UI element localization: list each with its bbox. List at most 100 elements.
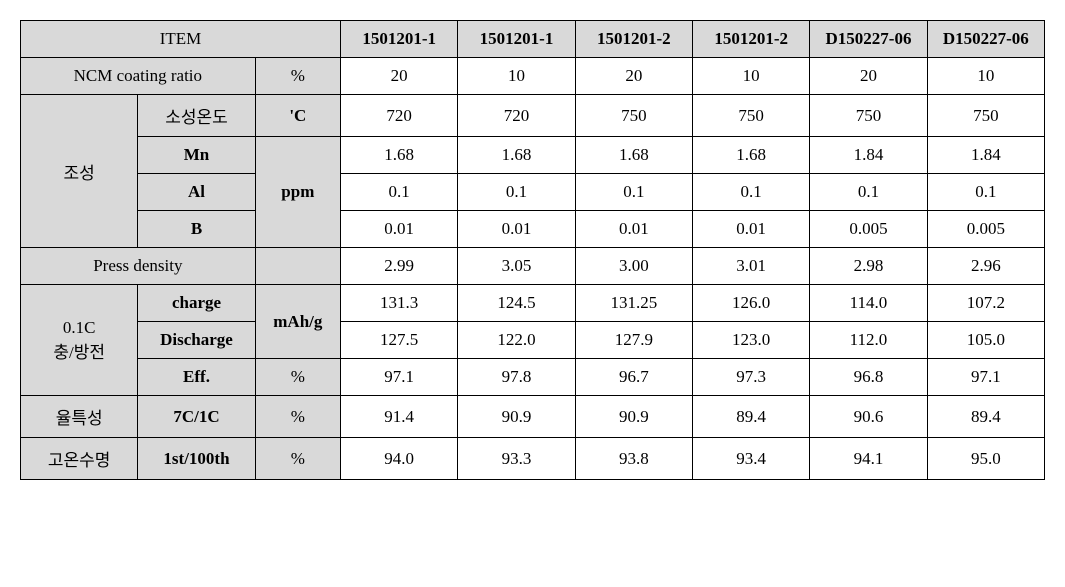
row-unit: mAh/g	[255, 285, 340, 359]
row-unit: %	[255, 359, 340, 396]
cell: 97.1	[927, 359, 1044, 396]
row-label: 고온수명	[21, 438, 138, 480]
cell: 750	[575, 95, 692, 137]
table-row: 고온수명 1st/100th % 94.0 93.3 93.8 93.4 94.…	[21, 438, 1045, 480]
cell: 114.0	[810, 285, 927, 322]
cell: 0.1	[692, 174, 809, 211]
cell: 2.98	[810, 248, 927, 285]
cell: 131.3	[341, 285, 458, 322]
table-row: Discharge 127.5 122.0 127.9 123.0 112.0 …	[21, 322, 1045, 359]
row-label: 소성온도	[138, 95, 255, 137]
row-label: Al	[138, 174, 255, 211]
header-sample: 1501201-2	[692, 21, 809, 58]
cell: 10	[458, 58, 575, 95]
row-label: Press density	[21, 248, 256, 285]
row-unit: %	[255, 396, 340, 438]
row-unit: %	[255, 438, 340, 480]
cell: 97.3	[692, 359, 809, 396]
cell: 720	[458, 95, 575, 137]
cell: 0.005	[810, 211, 927, 248]
group-label-line2: 충/방전	[25, 338, 133, 363]
cell: 93.8	[575, 438, 692, 480]
cell: 0.01	[575, 211, 692, 248]
cell: 89.4	[692, 396, 809, 438]
table-row: 조성 소성온도 'C 720 720 750 750 750 750	[21, 95, 1045, 137]
table-row: Press density 2.99 3.05 3.00 3.01 2.98 2…	[21, 248, 1045, 285]
cell: 124.5	[458, 285, 575, 322]
cell: 3.01	[692, 248, 809, 285]
cell: 1.68	[692, 137, 809, 174]
row-unit: 'C	[255, 95, 340, 137]
table-row: Al 0.1 0.1 0.1 0.1 0.1 0.1	[21, 174, 1045, 211]
row-label: Discharge	[138, 322, 255, 359]
cell: 131.25	[575, 285, 692, 322]
header-sample: 1501201-2	[575, 21, 692, 58]
cell: 0.1	[810, 174, 927, 211]
table-row: B 0.01 0.01 0.01 0.01 0.005 0.005	[21, 211, 1045, 248]
cell: 720	[341, 95, 458, 137]
header-sample: 1501201-1	[341, 21, 458, 58]
row-label: Mn	[138, 137, 255, 174]
table-row: 율특성 7C/1C % 91.4 90.9 90.9 89.4 90.6 89.…	[21, 396, 1045, 438]
row-label: NCM coating ratio	[21, 58, 256, 95]
cell: 97.1	[341, 359, 458, 396]
cell: 0.1	[341, 174, 458, 211]
header-item: ITEM	[21, 21, 341, 58]
row-label: 율특성	[21, 396, 138, 438]
cell: 96.7	[575, 359, 692, 396]
cell: 1.68	[575, 137, 692, 174]
cell: 0.1	[458, 174, 575, 211]
cell: 105.0	[927, 322, 1044, 359]
cell: 94.0	[341, 438, 458, 480]
row-label: B	[138, 211, 255, 248]
group-label: 0.1C 충/방전	[21, 285, 138, 396]
cell: 122.0	[458, 322, 575, 359]
cell: 2.99	[341, 248, 458, 285]
cell: 10	[692, 58, 809, 95]
cell: 2.96	[927, 248, 1044, 285]
cell: 93.3	[458, 438, 575, 480]
row-label: Eff.	[138, 359, 255, 396]
cell: 94.1	[810, 438, 927, 480]
cell: 1.68	[341, 137, 458, 174]
row-sub: 7C/1C	[138, 396, 255, 438]
cell: 0.1	[927, 174, 1044, 211]
row-unit: ppm	[255, 137, 340, 248]
cell: 1.68	[458, 137, 575, 174]
group-label-line1: 0.1C	[25, 318, 133, 338]
cell: 20	[341, 58, 458, 95]
cell: 123.0	[692, 322, 809, 359]
cell: 96.8	[810, 359, 927, 396]
table-row: 0.1C 충/방전 charge mAh/g 131.3 124.5 131.2…	[21, 285, 1045, 322]
cell: 91.4	[341, 396, 458, 438]
cell: 0.1	[575, 174, 692, 211]
header-sample: D150227-06	[810, 21, 927, 58]
cell: 90.9	[575, 396, 692, 438]
cell: 90.6	[810, 396, 927, 438]
row-unit: %	[255, 58, 340, 95]
row-sub: 1st/100th	[138, 438, 255, 480]
cell: 0.01	[458, 211, 575, 248]
cell: 1.84	[927, 137, 1044, 174]
cell: 97.8	[458, 359, 575, 396]
cell: 127.9	[575, 322, 692, 359]
cell: 126.0	[692, 285, 809, 322]
data-table: ITEM 1501201-1 1501201-1 1501201-2 15012…	[20, 20, 1045, 480]
header-sample: 1501201-1	[458, 21, 575, 58]
cell: 10	[927, 58, 1044, 95]
cell: 0.01	[692, 211, 809, 248]
cell: 107.2	[927, 285, 1044, 322]
cell: 3.05	[458, 248, 575, 285]
group-label: 조성	[21, 95, 138, 248]
table-row: Eff. % 97.1 97.8 96.7 97.3 96.8 97.1	[21, 359, 1045, 396]
row-label: charge	[138, 285, 255, 322]
cell: 1.84	[810, 137, 927, 174]
cell: 750	[692, 95, 809, 137]
cell: 0.01	[341, 211, 458, 248]
cell: 127.5	[341, 322, 458, 359]
row-unit	[255, 248, 340, 285]
cell: 20	[810, 58, 927, 95]
cell: 90.9	[458, 396, 575, 438]
header-sample: D150227-06	[927, 21, 1044, 58]
cell: 95.0	[927, 438, 1044, 480]
